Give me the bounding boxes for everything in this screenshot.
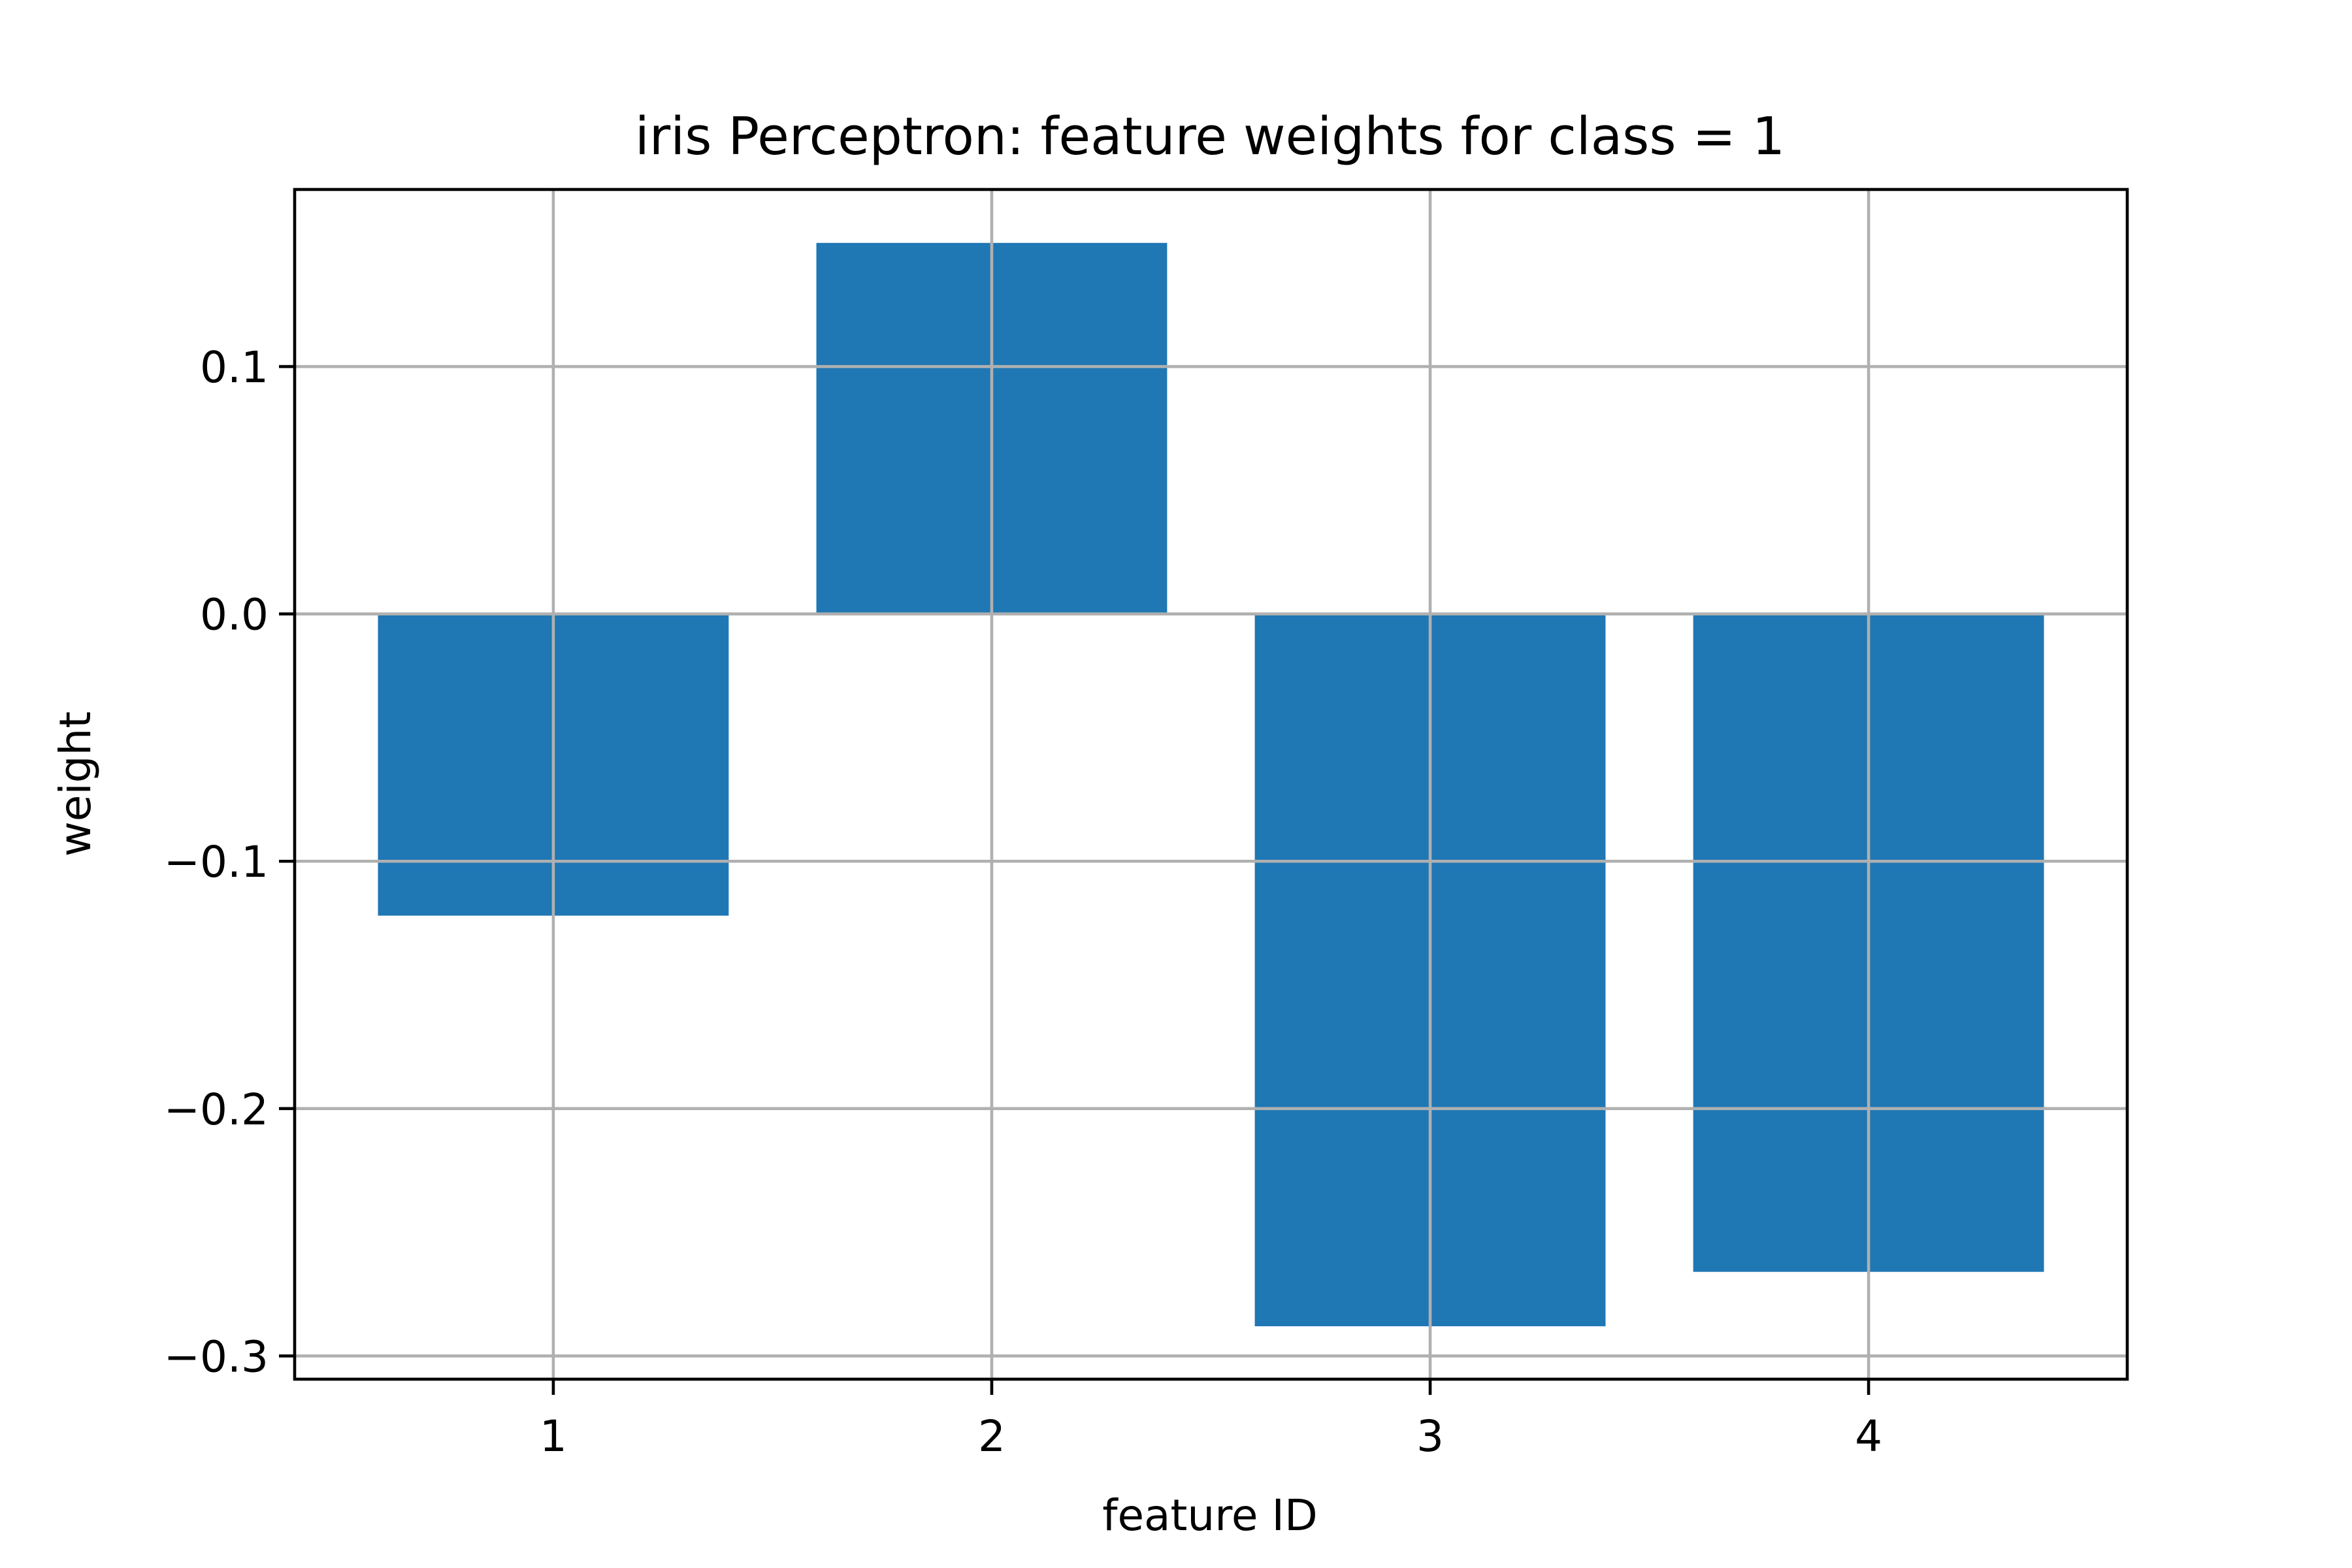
x-tick-label: 1 — [540, 1411, 567, 1462]
y-tick-label: −0.2 — [164, 1085, 269, 1135]
y-axis-label: weight — [50, 711, 101, 857]
x-tick-label: 2 — [978, 1411, 1005, 1462]
axes-frame — [293, 188, 2129, 1381]
y-tick-label: 0.0 — [200, 590, 269, 640]
y-tick-label: −0.1 — [164, 837, 269, 887]
y-tick-label: −0.3 — [164, 1331, 269, 1382]
chart-title: iris Perceptron: feature weights for cla… — [635, 106, 1785, 167]
ticks: 1 2 3 4 0.1 0.0 −0.1 −0.2 −0.3 — [164, 342, 1882, 1462]
x-axis-label: feature ID — [1102, 1490, 1318, 1541]
x-tick-label: 4 — [1855, 1411, 1882, 1462]
x-tick-label: 3 — [1416, 1411, 1444, 1462]
grid — [295, 189, 2127, 1379]
y-tick-label: 0.1 — [200, 342, 269, 393]
